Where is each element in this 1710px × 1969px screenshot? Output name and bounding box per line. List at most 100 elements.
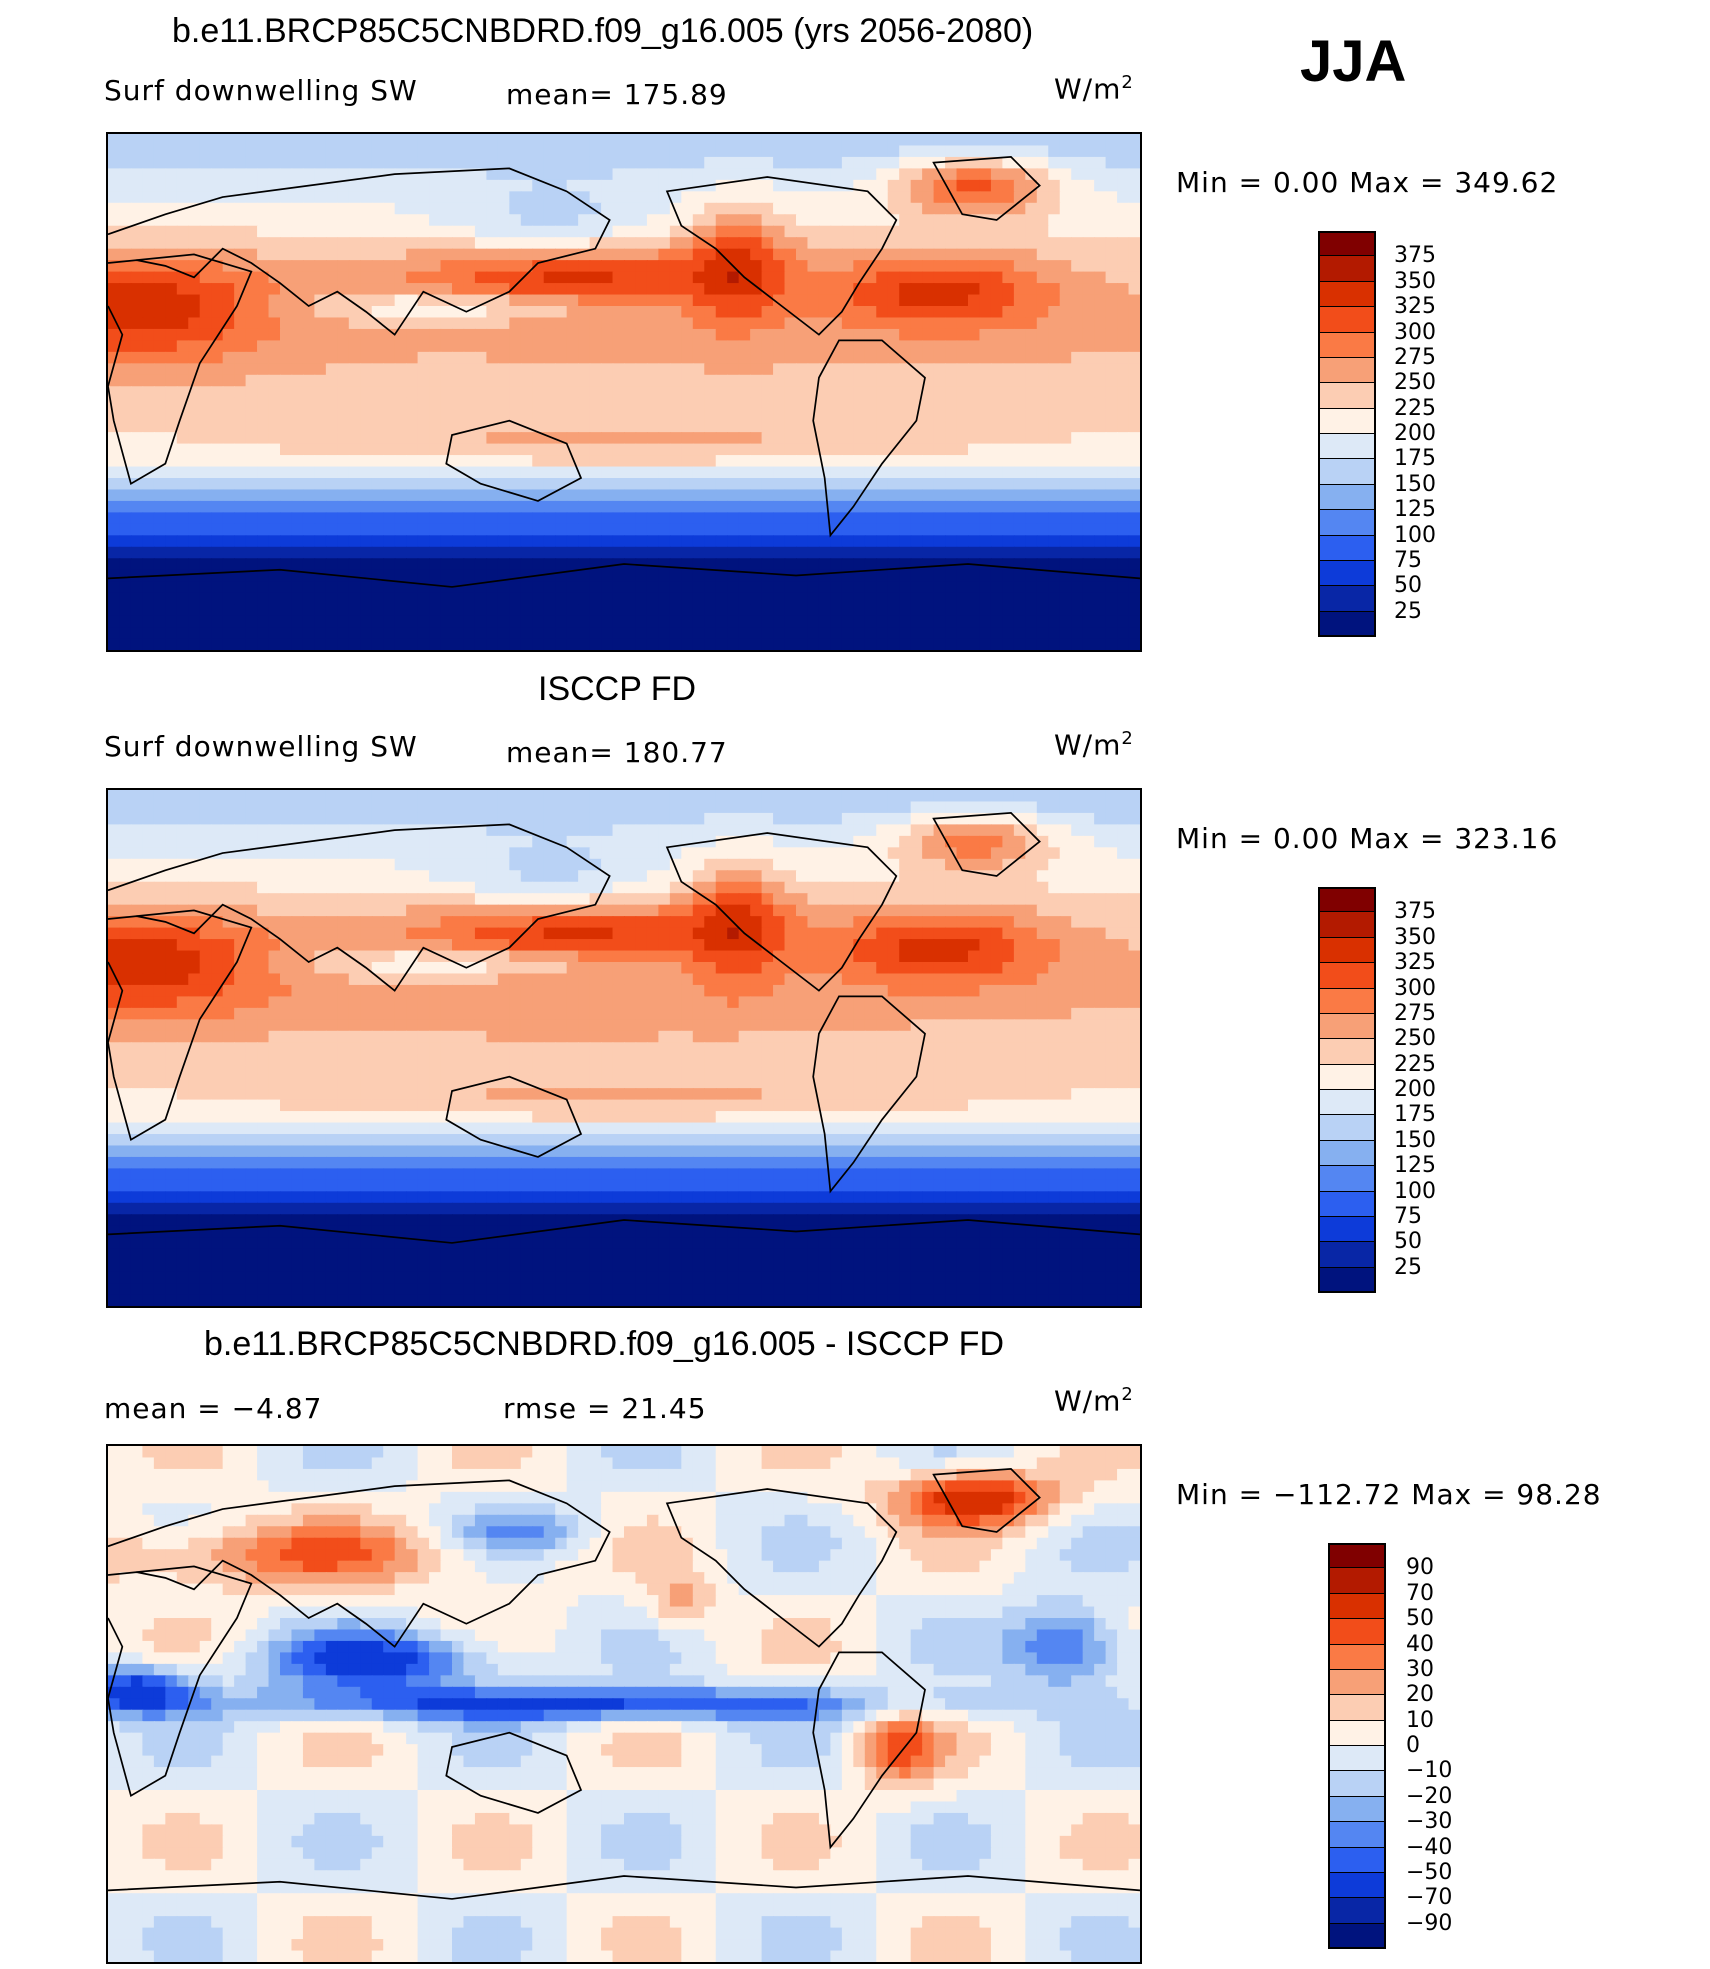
- coastline: [932, 156, 1041, 221]
- colorbar-swatch: [1328, 1568, 1386, 1594]
- colorbar-tick-label: 350: [1394, 268, 1436, 294]
- colorbar-tick-label: 0: [1406, 1733, 1420, 1758]
- coastline: [665, 832, 898, 992]
- colorbar-tick-label: 275: [1394, 344, 1436, 370]
- coastline: [108, 563, 1140, 588]
- colorbar-swatch: [1318, 484, 1376, 511]
- panel-3-mean-label: mean = −4.87: [104, 1392, 323, 1425]
- colorbar-tick-label: 300: [1394, 975, 1436, 1001]
- colorbar-tick-label: 25: [1394, 1254, 1422, 1280]
- colorbar-swatch: [1318, 887, 1376, 913]
- coastline: [108, 1479, 611, 1648]
- colorbar-swatch: [1318, 963, 1376, 989]
- colorbar-swatch: [1328, 1543, 1386, 1569]
- colorbar-swatch: [1328, 1796, 1386, 1823]
- colorbar-tick-label: 50: [1394, 1229, 1422, 1255]
- colorbar-tick-label: 30: [1406, 1656, 1434, 1682]
- panel-2-mean-label: mean= 180.77: [506, 736, 728, 769]
- colorbar-swatch: [1318, 586, 1376, 612]
- colorbar-tick-label: 300: [1394, 319, 1436, 345]
- colorbar-tick-label: −40: [1406, 1834, 1453, 1860]
- colorbar-model: 375 350 325 300 275 250 225 200 175 150 125 100 75 50…: [1318, 231, 1458, 637]
- colorbar-swatch: [1328, 1822, 1386, 1848]
- colorbar-tick-label: 325: [1394, 950, 1436, 976]
- colorbar-tick-label: 70: [1406, 1580, 1434, 1606]
- colorbar-swatch: [1328, 1847, 1386, 1873]
- coastline: [108, 1565, 253, 1798]
- colorbar-tick-label: 250: [1394, 1026, 1436, 1052]
- panel-2-units: W/m2: [1054, 728, 1134, 762]
- colorbar-swatch: [1328, 1771, 1386, 1797]
- colorbar-swatch: [1318, 434, 1376, 460]
- colorbar-swatch: [1328, 1872, 1386, 1899]
- panel-1-title: b.e11.BRCP85C5CNBDRD.f09_g16.005 (yrs 20…: [172, 12, 1034, 50]
- colorbar-swatch: [1328, 1746, 1386, 1772]
- colorbar-frame: [1318, 887, 1376, 1293]
- map-field: [108, 134, 1140, 650]
- colorbar-tick-label: 50: [1394, 573, 1422, 599]
- colorbar-tick-label: 275: [1394, 1000, 1436, 1026]
- panel-3-rmse-label: rmse = 21.45: [503, 1392, 707, 1425]
- colorbar-swatch: [1318, 357, 1376, 384]
- colorbar-tick-label: −70: [1406, 1885, 1453, 1911]
- colorbar-swatch: [1328, 1619, 1386, 1645]
- colorbar-tick-label: 200: [1394, 421, 1436, 446]
- colorbar-swatch: [1318, 1166, 1376, 1192]
- coastline: [812, 995, 926, 1194]
- colorbar-frame: [1328, 1543, 1386, 1949]
- coastline: [812, 339, 926, 538]
- colorbar-tick-label: 75: [1394, 1203, 1422, 1229]
- colorbar-tick-label: 225: [1394, 1051, 1436, 1077]
- colorbar-tick-label: 150: [1394, 471, 1436, 497]
- colorbar-swatch: [1318, 560, 1376, 587]
- colorbar-swatch: [1328, 1720, 1386, 1746]
- colorbar-tick-label: 10: [1406, 1707, 1434, 1733]
- colorbar-swatch: [1318, 332, 1376, 358]
- colorbar-tick-label: 40: [1406, 1631, 1434, 1657]
- colorbar-tick-label: 375: [1394, 899, 1436, 925]
- colorbar-frame: [1318, 231, 1376, 637]
- coastline: [445, 1731, 583, 1814]
- panel-3-minmax: Min = −112.72 Max = 98.28: [1176, 1478, 1602, 1511]
- panel-1-minmax: Min = 0.00 Max = 349.62: [1176, 166, 1559, 199]
- map-panel-difference: [106, 1444, 1142, 1964]
- map-panel-model: [106, 132, 1142, 652]
- colorbar-swatch: [1318, 256, 1376, 282]
- colorbar-swatch: [1318, 611, 1376, 637]
- coastline: [108, 909, 253, 1142]
- panel-3-units: W/m2: [1054, 1384, 1134, 1418]
- colorbar-swatch: [1328, 1593, 1386, 1620]
- colorbar-swatch: [1318, 408, 1376, 434]
- colorbar-tick-label: 125: [1394, 1153, 1436, 1179]
- map-field: [108, 1446, 1140, 1962]
- colorbar-swatch: [1318, 988, 1376, 1014]
- colorbar-swatch: [1318, 1191, 1376, 1217]
- colorbar-tick-label: 100: [1394, 522, 1436, 548]
- coastline: [665, 176, 898, 336]
- coastline: [108, 253, 253, 486]
- colorbar-tick-label: 125: [1394, 497, 1436, 523]
- coastline: [932, 812, 1041, 877]
- colorbar-swatch: [1318, 383, 1376, 409]
- colorbar-swatch: [1318, 459, 1376, 485]
- colorbar-swatch: [1318, 1064, 1376, 1090]
- colorbar-difference: 90 70 50 40 30 20 10 0 −10 −20 −30 −40 −50 −70 −90: [1328, 1543, 1468, 1949]
- colorbar-tick-label: 25: [1394, 598, 1422, 624]
- coastline: [445, 419, 583, 502]
- colorbar-swatch: [1328, 1898, 1386, 1924]
- colorbar-tick-label: 150: [1394, 1127, 1436, 1153]
- colorbar-swatch: [1328, 1669, 1386, 1696]
- colorbar-tick-label: −20: [1406, 1783, 1453, 1809]
- colorbar-tick-label: 200: [1394, 1077, 1436, 1102]
- coastline: [108, 823, 611, 992]
- colorbar-tick-label: 350: [1394, 924, 1436, 950]
- coastline: [108, 167, 611, 336]
- panel-1-mean-label: mean= 175.89: [506, 78, 728, 111]
- colorbar-tick-label: −30: [1406, 1809, 1453, 1835]
- panel-2-title: ISCCP FD: [538, 670, 697, 708]
- colorbar-observations: 375 350 325 300 275 250 225 200 175 150 125 100 75 50…: [1318, 887, 1458, 1293]
- colorbar-tick-label: 20: [1406, 1682, 1434, 1708]
- coastline: [665, 1488, 898, 1648]
- map-panel-observations: [106, 788, 1142, 1308]
- colorbar-swatch: [1328, 1644, 1386, 1670]
